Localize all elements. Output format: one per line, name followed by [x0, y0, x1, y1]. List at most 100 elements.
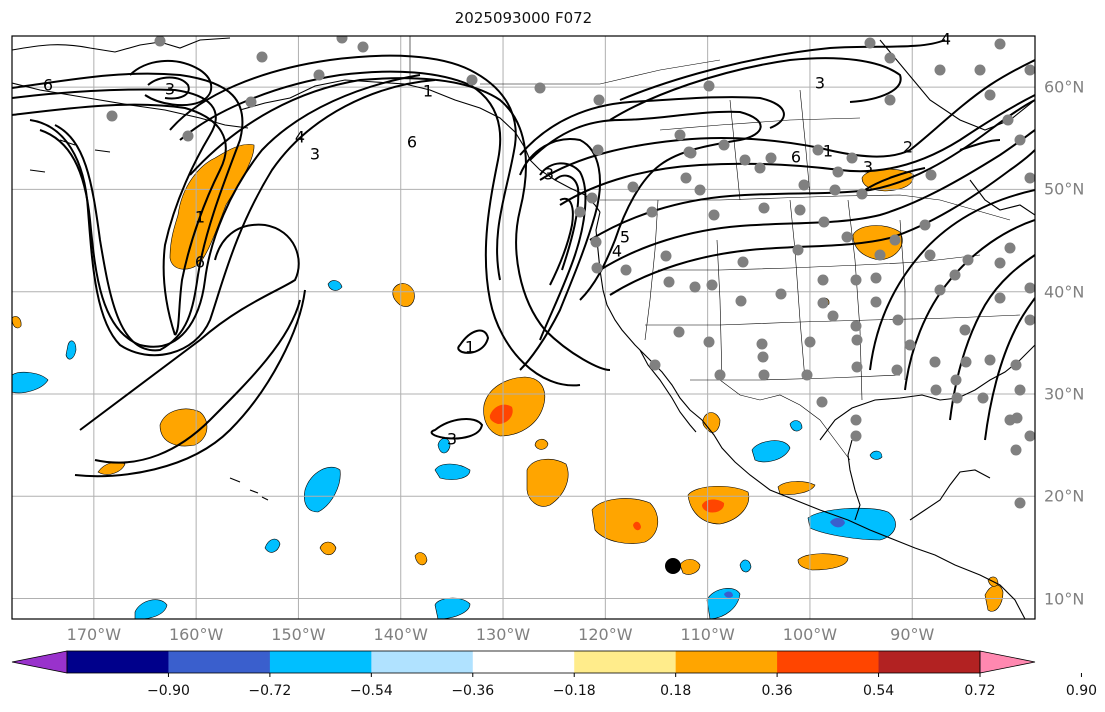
- shade-blob: [97, 461, 126, 475]
- lat-tick-label: 60°N: [1044, 77, 1085, 97]
- station-dot: [832, 166, 844, 178]
- station-dot: [757, 351, 769, 363]
- shade-blob: [434, 597, 471, 619]
- station-dot: [951, 392, 963, 404]
- station-dot: [892, 314, 904, 326]
- lon-tick-label: 90°W: [890, 625, 935, 644]
- station-dot: [775, 288, 787, 300]
- shade-blob: [319, 541, 337, 556]
- station-dot: [646, 206, 658, 218]
- shade-blob: [702, 412, 721, 433]
- shade-blob: [327, 280, 343, 291]
- station-dot: [674, 129, 686, 141]
- station-dot: [336, 36, 348, 44]
- station-dot: [934, 284, 946, 296]
- colorbar-tick-label: −0.90: [146, 683, 190, 699]
- station-dot: [1004, 242, 1016, 254]
- station-dot: [737, 256, 749, 268]
- station-dot: [154, 36, 166, 47]
- station-dot: [889, 234, 901, 246]
- station-dot: [758, 369, 770, 381]
- colorbar-tick-label: −0.54: [349, 683, 393, 699]
- shade-blob: [807, 507, 896, 541]
- station-dot: [930, 384, 942, 396]
- station-dot: [949, 269, 961, 281]
- chart-title: 2025093000 F072: [454, 9, 593, 27]
- lon-tick-label: 100°W: [782, 625, 838, 644]
- contour-label: 6: [43, 76, 53, 95]
- station-dot: [994, 257, 1006, 269]
- station-dot: [827, 310, 839, 322]
- station-dot: [846, 152, 858, 164]
- colorbar-bin: [67, 651, 169, 673]
- shade-blob: [830, 517, 845, 528]
- station-dot: [850, 274, 862, 286]
- station-dot: [959, 324, 971, 336]
- station-dot: [950, 374, 962, 386]
- shade-blob: [414, 552, 428, 566]
- station-dot: [1024, 430, 1035, 442]
- station-dot: [829, 184, 841, 196]
- shade-blob: [724, 591, 733, 598]
- station-dot: [925, 169, 937, 181]
- lat-tick-label: 10°N: [1044, 589, 1085, 609]
- shade-blob: [12, 371, 49, 394]
- station-dot: [754, 162, 766, 174]
- lon-tick-label: 160°W: [168, 625, 224, 644]
- station-dot: [794, 204, 806, 216]
- station-dot: [245, 96, 257, 108]
- shade-blob: [869, 450, 883, 460]
- lon-tick-label: 150°W: [271, 625, 326, 644]
- shade-blob: [169, 144, 255, 270]
- contour-label: 5: [620, 228, 630, 247]
- station-dot: [660, 250, 672, 262]
- station-dot: [1024, 64, 1035, 76]
- contour-label: 3: [863, 158, 873, 177]
- station-dot: [792, 244, 804, 256]
- shade-blob: [739, 559, 752, 573]
- station-dot: [718, 139, 730, 151]
- station-dot: [313, 69, 325, 81]
- station-dot: [804, 336, 816, 348]
- stations: [106, 36, 1035, 509]
- contour-lines: [12, 39, 1035, 478]
- station-dot: [850, 320, 862, 332]
- station-dot: [934, 64, 946, 76]
- shade-blob: [526, 458, 569, 507]
- station-dot: [801, 369, 813, 381]
- station-dot: [850, 430, 862, 442]
- station-dot: [1014, 497, 1026, 509]
- station-dot: [466, 74, 478, 86]
- shade-blob: [633, 521, 641, 531]
- station-dot: [739, 154, 751, 166]
- colorbar-extend-low: [11, 650, 68, 674]
- colorbar-bin: [472, 651, 575, 673]
- colorbar-tick-label: 0.36: [761, 683, 793, 699]
- shade-blob: [777, 481, 816, 495]
- shade-blob: [304, 466, 341, 513]
- station-dot: [812, 144, 824, 156]
- station-dot: [591, 262, 603, 274]
- contour-label: 3: [310, 145, 320, 164]
- contour-label: 4: [295, 128, 305, 147]
- station-dot: [534, 82, 546, 94]
- shade-blob: [706, 588, 741, 619]
- station-dot: [818, 216, 830, 228]
- station-dot: [816, 396, 828, 408]
- contour-label: 3: [815, 74, 825, 93]
- station-dot: [649, 359, 661, 371]
- station-dot: [714, 369, 726, 381]
- station-dot: [919, 219, 931, 231]
- station-dot: [590, 236, 602, 248]
- station-dot: [694, 184, 706, 196]
- contour-label: 3: [544, 165, 554, 184]
- shade-blob: [483, 376, 545, 437]
- station-dot: [850, 414, 862, 426]
- plot-frame: [11, 35, 1036, 620]
- station-dot: [1004, 414, 1016, 426]
- station-dot: [874, 249, 886, 261]
- station-dot: [106, 110, 118, 122]
- station-dot: [984, 89, 996, 101]
- station-dot: [256, 51, 268, 63]
